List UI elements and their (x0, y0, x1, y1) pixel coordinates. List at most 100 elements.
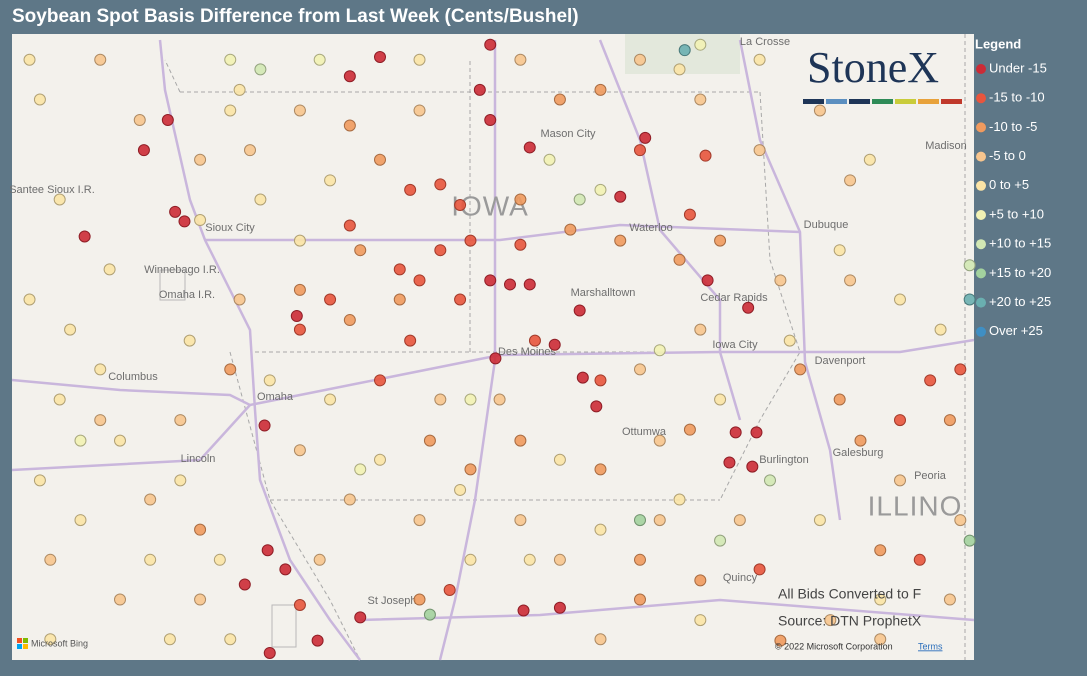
bid-point (293, 283, 306, 296)
bid-point (413, 53, 426, 66)
legend: Under -15 -15 to -10 -10 to -5 -5 to 0 0 to … (976, 60, 1051, 338)
bid-point (413, 514, 426, 527)
bid-point (854, 434, 867, 447)
title: Soybean Spot Basis Difference from Last … (12, 6, 579, 27)
bid-point (454, 198, 467, 211)
bid-point (33, 93, 46, 106)
place-label: Mason City (540, 128, 596, 140)
bid-point (233, 293, 246, 306)
bid-point (144, 553, 157, 566)
bid-point (753, 563, 766, 576)
bid-point (174, 474, 187, 487)
points (23, 38, 976, 659)
bid-point (746, 460, 759, 473)
legend-swatch (976, 239, 986, 250)
bid-point (774, 634, 787, 647)
bid-point (504, 278, 516, 291)
bid-point (194, 523, 207, 536)
bid-point (694, 38, 707, 51)
bid-point (103, 263, 116, 276)
bid-point (594, 374, 607, 387)
bid-point (454, 483, 467, 496)
bid-point (824, 614, 837, 627)
bid-point (434, 244, 447, 257)
bid-point (44, 633, 57, 646)
bid-point (794, 363, 807, 376)
place-label: Marshalltown (571, 287, 636, 299)
bid-point (53, 193, 66, 206)
bid-point (514, 238, 527, 251)
logo-text: StoneX (807, 43, 939, 92)
bid-point (874, 593, 887, 606)
bid-point (634, 553, 646, 566)
bid-point (594, 463, 607, 476)
legend-label: -10 to -5 (989, 119, 1037, 134)
bid-point (374, 51, 386, 64)
bid-point (729, 426, 742, 439)
logo: StoneX (803, 43, 962, 104)
terms-link[interactable]: Terms (918, 641, 943, 651)
bid-point (33, 474, 46, 487)
bid-point (699, 149, 712, 162)
place-label: Sioux City (205, 222, 255, 234)
place-label: Quincy (723, 572, 758, 584)
bid-point (254, 193, 267, 206)
bid-point (178, 215, 191, 228)
bid-point (74, 514, 87, 527)
legend-swatch (976, 268, 986, 279)
bid-point (934, 323, 947, 336)
bid-point (238, 578, 251, 591)
bid-point (23, 53, 36, 66)
bid-point (753, 144, 766, 157)
bid-point (963, 293, 976, 306)
bid-point (464, 463, 477, 476)
bid-point (78, 230, 91, 243)
bid-point (404, 183, 417, 196)
bid-point (594, 83, 607, 96)
bid-point (263, 374, 276, 387)
bid-point (813, 514, 826, 527)
bid-point (954, 363, 967, 376)
place-label: Santee Sioux I.R. (9, 184, 95, 196)
bid-point (484, 114, 497, 127)
legend-label: -15 to -10 (989, 90, 1045, 105)
bid-point (774, 274, 787, 287)
bid-point (594, 183, 607, 196)
bid-point (293, 104, 306, 117)
bid-point (53, 393, 66, 406)
place-label: Omaha (257, 391, 294, 403)
legend-swatch (976, 297, 986, 308)
bid-point (523, 278, 536, 291)
bid-point (374, 153, 386, 166)
bid-point (924, 374, 937, 387)
bid-point (564, 223, 577, 236)
bid-point (343, 70, 356, 83)
bid-point (954, 514, 967, 527)
bid-point (434, 393, 447, 406)
bid-point (714, 234, 727, 247)
legend-label: +20 to +25 (989, 294, 1051, 309)
bid-point (233, 83, 246, 96)
bid-point (694, 574, 707, 587)
bid-point (293, 444, 306, 457)
bid-point (290, 309, 303, 322)
bid-point (293, 234, 306, 247)
bid-point (261, 544, 274, 557)
bid-point (224, 53, 237, 66)
bid-point (653, 514, 666, 527)
bid-point (517, 604, 530, 617)
bid-point (673, 493, 686, 506)
legend-label: +15 to +20 (989, 265, 1051, 280)
bid-point (963, 259, 976, 272)
place-label: Ottumwa (622, 426, 667, 438)
bid-point (484, 38, 497, 51)
bid-point (194, 593, 207, 606)
place-label: St Joseph (368, 595, 417, 607)
bid-point (514, 53, 527, 66)
bid-point (133, 114, 146, 127)
bid-point (343, 493, 356, 506)
bid-point (94, 414, 107, 427)
bid-point (354, 463, 367, 476)
